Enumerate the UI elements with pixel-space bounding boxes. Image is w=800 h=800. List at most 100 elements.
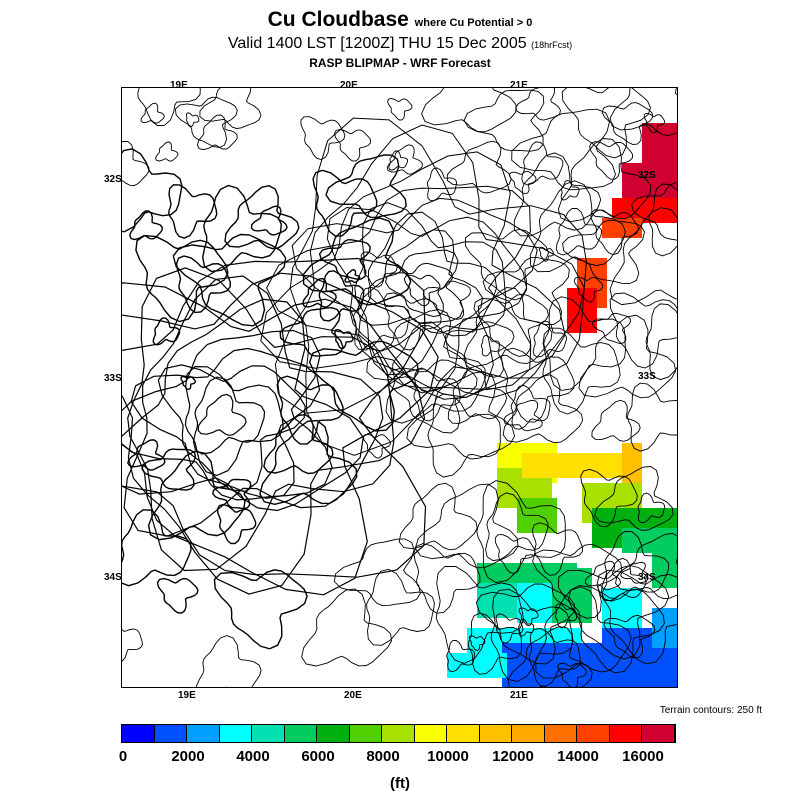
terrain-contour	[554, 603, 578, 629]
terrain-contour	[387, 359, 478, 434]
colorbar-swatch	[219, 725, 252, 742]
terrain-contour	[122, 329, 333, 501]
terrain-contour	[135, 234, 229, 323]
colorbar-swatch	[544, 725, 577, 742]
terrain-contour	[155, 141, 179, 162]
cloudbase-cell	[447, 653, 507, 678]
terrain-contour	[301, 588, 392, 667]
terrain-contour	[463, 89, 545, 152]
terrain-contour	[325, 154, 407, 219]
terrain-contour	[538, 246, 555, 262]
colorbar-tick-label: 0	[118, 748, 128, 765]
terrain-contour	[494, 534, 536, 574]
colorbar-swatch	[414, 725, 447, 742]
terrain-contour	[318, 270, 365, 322]
terrain-contour	[594, 466, 674, 531]
terrain-contour	[185, 112, 200, 128]
terrain-contour	[490, 588, 574, 682]
terrain-contour	[531, 522, 583, 576]
terrain-contour	[596, 569, 677, 665]
colorbar-swatch	[609, 725, 642, 742]
terrain-contour	[266, 185, 532, 391]
terrain-contour	[216, 503, 257, 545]
colorbar-swatch	[252, 725, 285, 742]
colorbar	[121, 724, 676, 743]
terrain-contour	[580, 468, 638, 528]
terrain-contour	[122, 257, 427, 578]
terrain-contour	[446, 140, 512, 194]
colorbar-swatch	[154, 725, 187, 742]
colorbar-tick-label: 2000	[171, 748, 205, 765]
terrain-contour	[353, 286, 410, 351]
terrain-contour	[127, 267, 395, 572]
terrain-contour	[413, 543, 481, 614]
colorbar-swatch	[512, 725, 545, 742]
colorbar-tick-label: 14000	[557, 748, 599, 765]
terrain-contour	[529, 180, 626, 273]
terrain-contour	[201, 184, 283, 273]
terrain-contour	[196, 114, 238, 151]
terrain-contour	[511, 108, 616, 191]
terrain-contour	[561, 88, 651, 159]
terrain-contour	[445, 321, 515, 378]
colorbar-swatch	[479, 725, 512, 742]
terrain-contour	[463, 287, 553, 367]
terrain-contour	[535, 586, 632, 679]
colorbar-swatch	[284, 725, 317, 742]
title-text: Cu Cloudbase	[267, 8, 409, 31]
terrain-contour	[326, 206, 528, 394]
colorbar-swatch	[577, 725, 610, 742]
terrain-contour	[637, 492, 666, 524]
terrain-contour	[591, 312, 631, 344]
terrain-contour	[403, 274, 441, 307]
terrain-contour	[362, 433, 391, 459]
terrain-contour	[521, 141, 564, 186]
terrain-contour	[152, 317, 181, 346]
terrain-contour	[476, 480, 566, 584]
terrain-contour	[140, 102, 165, 124]
chart-title: Cu Cloudbase where Cu Potential > 0	[0, 8, 800, 32]
colorbar-swatch	[317, 725, 350, 742]
terrain-contour	[388, 150, 409, 171]
cloudbase-cell	[522, 453, 622, 478]
colorbar-tick-label: 12000	[492, 748, 534, 765]
terrain-contour	[467, 612, 523, 675]
terrain-contour	[560, 180, 580, 201]
terrain-contour	[503, 399, 543, 432]
map-plot	[121, 87, 678, 688]
cloudbase-cell	[652, 548, 677, 588]
terrain-contour	[609, 207, 677, 306]
colorbar-swatch	[642, 725, 675, 742]
lon-label-bottom: 21E	[510, 690, 528, 701]
lat-label-left: 32S	[104, 174, 122, 185]
terrain-contour	[129, 210, 163, 241]
terrain-contour	[643, 112, 666, 134]
terrain-contour	[360, 251, 398, 288]
colorbar-tick-label: 10000	[427, 748, 469, 765]
terrain-contour	[289, 117, 587, 456]
terrain-contour	[384, 262, 453, 318]
terrain-contour	[528, 628, 581, 687]
terrain-contour	[475, 583, 575, 665]
terrain-contour	[354, 202, 507, 376]
terrain-contour	[557, 138, 652, 223]
terrain-contour	[386, 144, 423, 175]
terrain-contour	[291, 197, 538, 398]
terrain-contour	[543, 296, 626, 391]
subtitle: RASP BLIPMAP - WRF Forecast	[309, 56, 491, 70]
terrain-contour	[333, 538, 421, 607]
terrain-contour	[147, 450, 246, 541]
terrain-contour	[383, 292, 442, 351]
terrain-contour	[590, 209, 639, 256]
lon-label-top: 21E	[510, 80, 528, 91]
colorbar-swatch	[447, 725, 480, 742]
colorbar-tick-label: 4000	[236, 748, 270, 765]
colorbar-swatch	[187, 725, 220, 742]
terrain-contour	[366, 568, 435, 646]
terrain-contour	[122, 628, 143, 662]
terrain-contour	[631, 182, 677, 241]
terrain-contour	[507, 626, 593, 687]
terrain-contour	[557, 662, 587, 687]
lon-label-bottom: 20E	[344, 690, 362, 701]
terrain-contour	[485, 492, 549, 562]
